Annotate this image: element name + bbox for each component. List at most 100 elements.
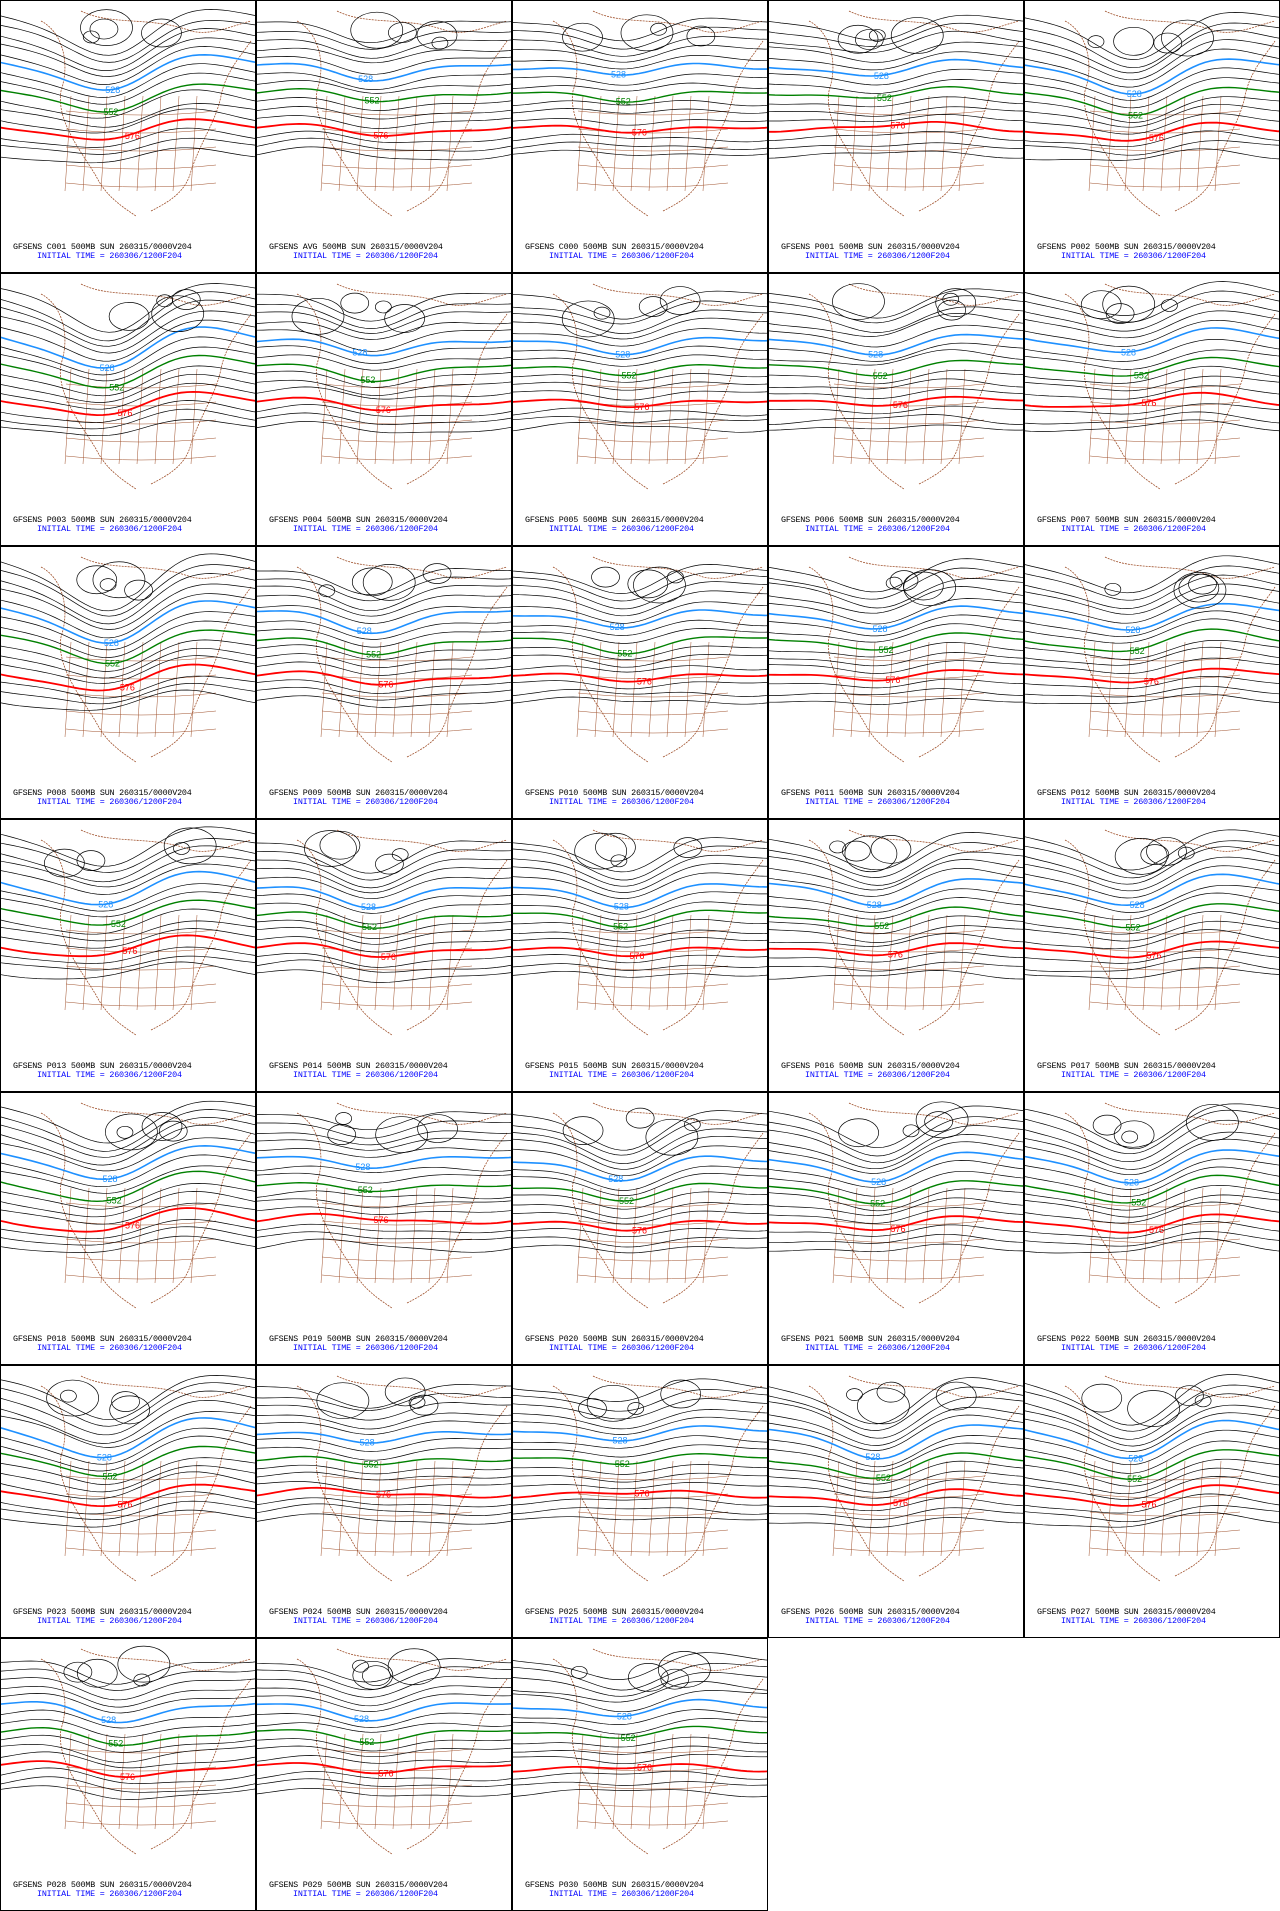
height-contours — [1, 826, 255, 980]
contour-line — [257, 926, 511, 945]
contour-line — [1025, 957, 1279, 972]
contour-line — [1025, 1412, 1279, 1452]
contour-label: 528 — [97, 1452, 112, 1462]
contour-line — [513, 1745, 767, 1755]
contour-line — [1025, 349, 1279, 370]
contour-line — [1, 639, 255, 672]
contour-line — [1025, 39, 1279, 81]
closed-low-contour — [327, 1124, 357, 1145]
panel-caption: GFSENS P005 500MB SUN 260315/0000V204 — [525, 515, 704, 525]
contour-line — [513, 1763, 767, 1773]
contour-line — [257, 62, 511, 82]
contour-line — [1025, 403, 1279, 415]
contour-line — [1, 647, 255, 679]
closed-low-contour — [638, 296, 668, 317]
contour-line — [257, 1722, 511, 1733]
contour-label: 552 — [1130, 646, 1145, 656]
closed-low-contour — [318, 584, 336, 598]
height-contour-map: 528 552 576 — [769, 1101, 1023, 1309]
height-contour-map: 528 552 576 — [257, 10, 511, 217]
panel-caption: GFSENS P022 500MB SUN 260315/0000V204 — [1037, 1334, 1216, 1344]
ensemble-panel: 528 552 576 GFSENS C000 500MB SUN 260315/00… — [512, 0, 768, 273]
ensemble-panel: 528 552 576 GFSENS P021 500MB SUN 260315/00… — [768, 1092, 1024, 1365]
contour-line — [769, 970, 1023, 980]
contour-line — [1, 1767, 255, 1784]
closed-low-contour — [686, 25, 716, 47]
contour-line — [1, 1677, 255, 1701]
contour-line — [513, 1378, 767, 1402]
closed-low-contour — [659, 286, 701, 315]
contour-line — [513, 929, 767, 942]
contour-line — [769, 623, 1023, 643]
height-contour-map: 528 552 576 — [1, 283, 255, 490]
contour-line — [257, 1137, 511, 1151]
contour-line — [769, 1452, 1023, 1479]
contour-line — [1, 845, 255, 883]
contour-line — [1, 373, 255, 403]
contour-line — [1025, 385, 1279, 400]
contour-line — [257, 1788, 511, 1797]
contour-line — [513, 937, 767, 948]
contour-line — [1, 961, 255, 980]
contour-line — [769, 68, 1023, 86]
height-contour-map: 528 552 576 — [769, 1375, 1023, 1582]
contour-line — [257, 30, 511, 50]
contour-line — [257, 396, 511, 412]
contour-line — [513, 1681, 767, 1703]
panel-caption: GFSENS P002 500MB SUN 260315/0000V204 — [1037, 242, 1216, 252]
contour-line — [769, 1116, 1023, 1157]
panel-caption: GFSENS P029 500MB SUN 260315/0000V204 — [269, 1880, 448, 1890]
ensemble-panel: 528 552 576 GFSENS P017 500MB SUN 260315/00… — [1024, 819, 1280, 1092]
height-contours — [1, 9, 255, 164]
contour-line — [769, 121, 1023, 133]
contour-line — [1, 1226, 255, 1246]
contour-line — [513, 1191, 767, 1210]
contour-line — [1, 63, 255, 98]
contour-line — [257, 303, 511, 329]
contour-label: 528 — [1128, 1453, 1143, 1463]
contour-line — [769, 388, 1023, 399]
height-contour-map: 528 552 576 — [769, 556, 1023, 763]
panel-initial-time: INITIAL TIME = 260306/1200F204 — [293, 251, 438, 261]
contour-line — [1, 870, 255, 906]
contour-line — [257, 1471, 511, 1481]
height-contour-map: 528 552 576 — [769, 283, 1023, 490]
contour-line — [1025, 865, 1279, 899]
contour-line — [257, 886, 511, 909]
contour-line — [769, 1507, 1023, 1521]
contour-line — [513, 90, 767, 103]
contour-line — [1, 908, 255, 935]
contour-line — [1, 390, 255, 417]
contour-line — [1025, 365, 1279, 384]
contour-line — [257, 345, 511, 364]
height-contours — [769, 832, 1023, 980]
closed-low-contour — [116, 1125, 134, 1139]
closed-low-contour — [141, 1112, 183, 1141]
ensemble-panel: 528 552 576 GFSENS AVG 500MB SUN 260315/000… — [256, 0, 512, 273]
contour-line — [257, 1685, 511, 1707]
closed-low-contour — [903, 569, 957, 606]
height-contours — [257, 11, 511, 161]
contour-line — [257, 293, 511, 322]
contour-line — [257, 1693, 511, 1712]
ensemble-panel: 528 552 576 GFSENS P007 500MB SUN 260315/00… — [1024, 273, 1280, 546]
contour-line — [257, 679, 511, 694]
closed-low-contour — [683, 1118, 701, 1131]
contour-line — [1, 1726, 255, 1747]
ensemble-panel: 528 552 576 GFSENS P006 500MB SUN 260315/00… — [768, 273, 1024, 546]
contour-line — [1, 1701, 255, 1724]
contour-label: 576 — [893, 400, 908, 410]
contour-line — [513, 390, 767, 401]
contour-line — [1, 934, 255, 958]
closed-low-contour — [76, 850, 106, 871]
contour-label: 552 — [877, 93, 892, 103]
contour-line — [1025, 583, 1279, 615]
contour-line — [257, 1486, 511, 1499]
contour-label: 552 — [360, 375, 375, 385]
closed-low-contour — [657, 1651, 711, 1688]
contour-line — [513, 1652, 767, 1680]
contour-label: 528 — [867, 900, 882, 910]
closed-low-contour — [857, 1387, 910, 1425]
closed-low-contour — [586, 1384, 640, 1422]
height-contour-map: 528 552 576 — [1025, 829, 1279, 1036]
